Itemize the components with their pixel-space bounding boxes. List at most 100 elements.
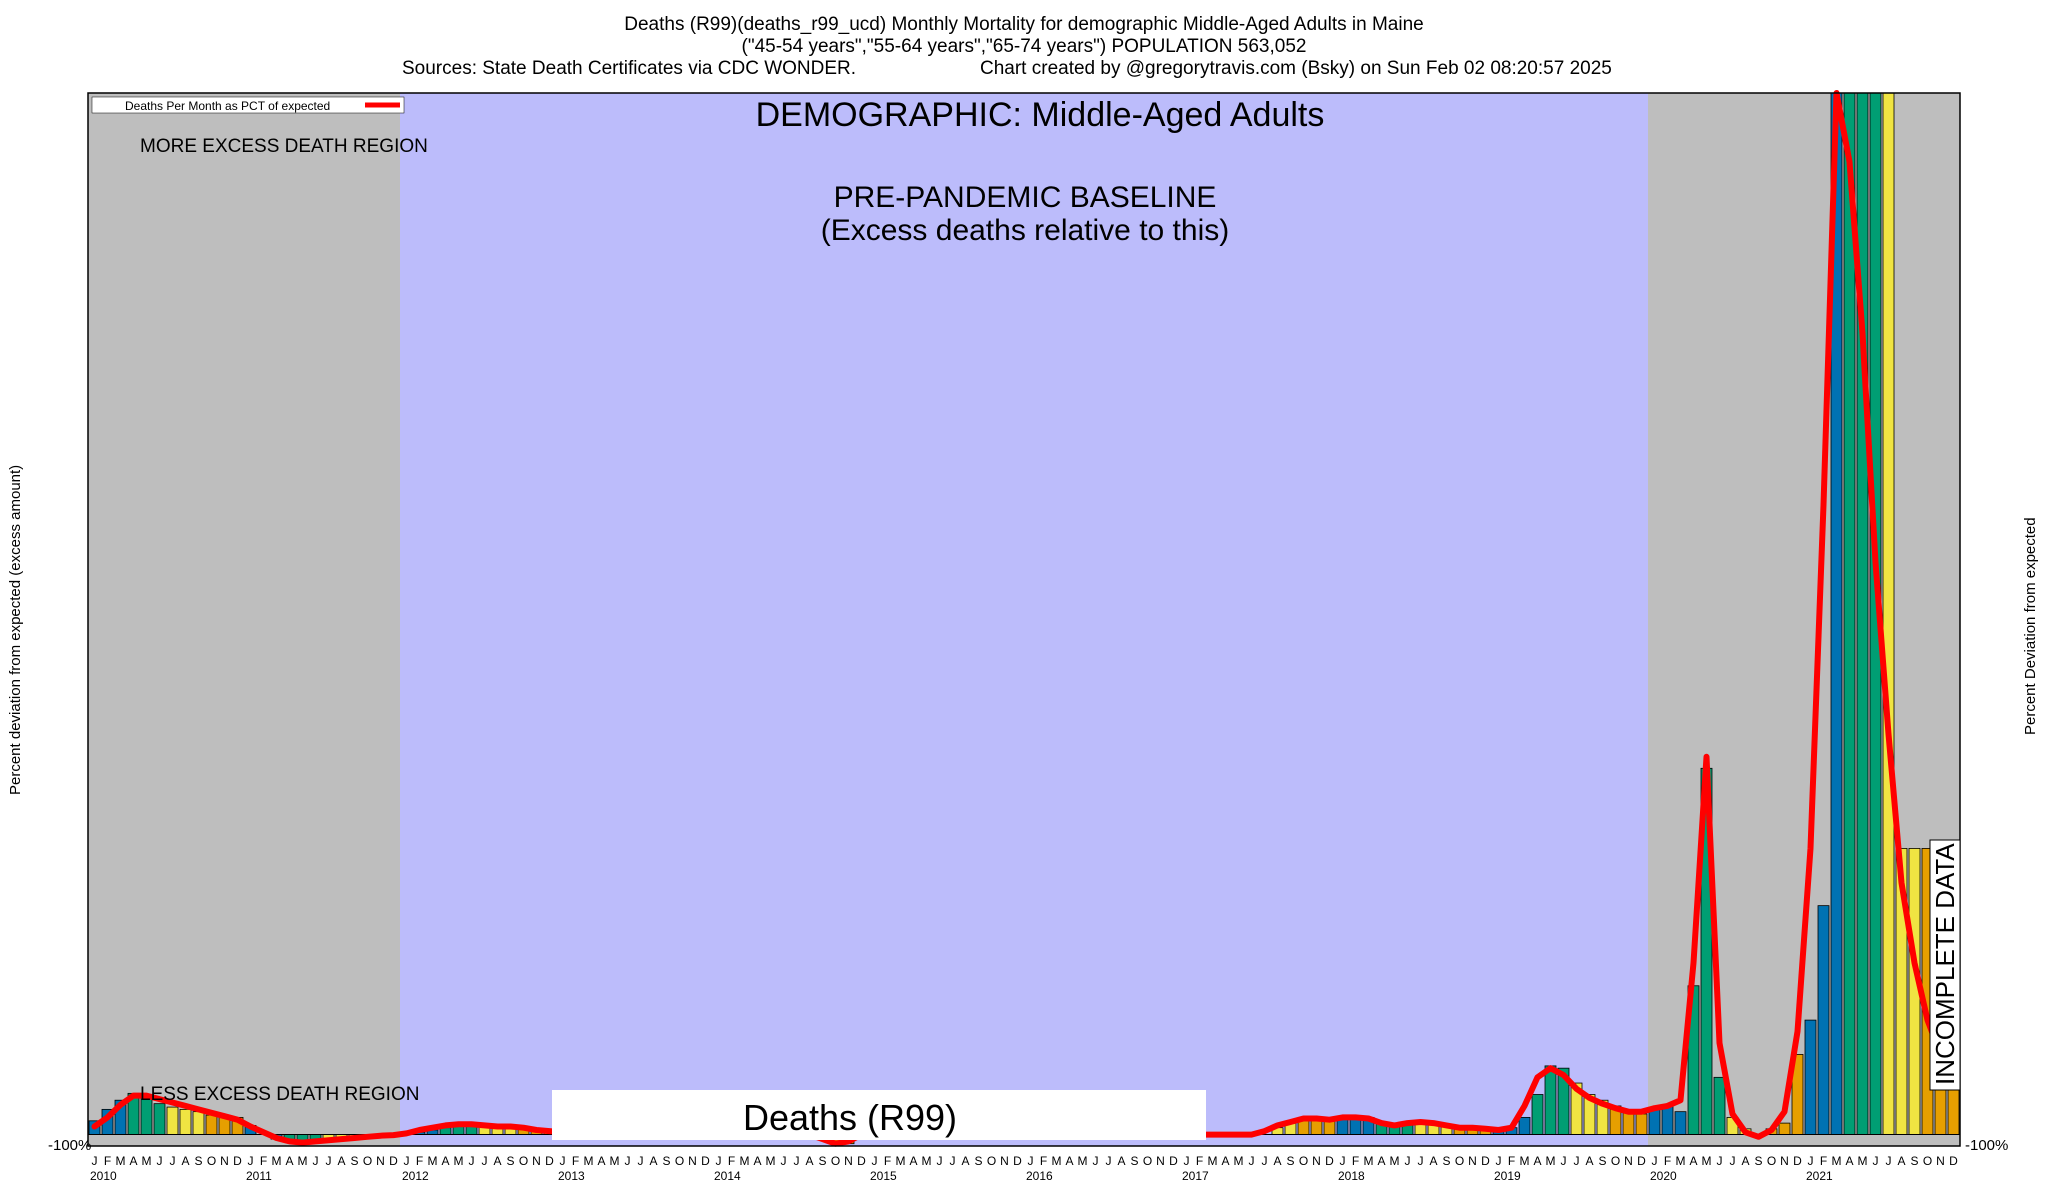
- month-tick-label: M: [740, 1154, 750, 1168]
- month-tick-label: M: [1078, 1154, 1088, 1168]
- month-tick-label: M: [1052, 1154, 1062, 1168]
- month-tick-label: M: [766, 1154, 776, 1168]
- month-tick-label: O: [1611, 1154, 1620, 1168]
- year-tick-label: 2011: [246, 1169, 272, 1183]
- month-tick-label: F: [728, 1154, 735, 1168]
- month-tick-label: J: [1561, 1154, 1567, 1168]
- month-tick-label: M: [454, 1154, 464, 1168]
- month-tick-label: N: [1000, 1154, 1009, 1168]
- bar: [1531, 1094, 1544, 1135]
- month-tick-label: A: [805, 1154, 813, 1168]
- month-tick-label: M: [1208, 1154, 1218, 1168]
- month-tick-label: S: [974, 1154, 982, 1168]
- month-tick-label: D: [1793, 1154, 1802, 1168]
- month-tick-label: J: [872, 1154, 878, 1168]
- month-tick-label: J: [1717, 1154, 1723, 1168]
- y-axis-label-left: Percent deviation from expected (excess …: [7, 465, 24, 795]
- month-tick-label: A: [1689, 1154, 1697, 1168]
- month-tick-label: A: [1533, 1154, 1541, 1168]
- year-tick-label: 2016: [1026, 1169, 1053, 1183]
- month-tick-label: J: [1418, 1154, 1424, 1168]
- month-tick-label: S: [1130, 1154, 1138, 1168]
- month-tick-label: J: [469, 1154, 475, 1168]
- chart-title-line2: ("45-54 years","55-64 years","65-74 year…: [741, 36, 1307, 57]
- month-tick-label: S: [818, 1154, 826, 1168]
- year-tick-label: 2015: [870, 1169, 897, 1183]
- month-tick-label: A: [493, 1154, 501, 1168]
- month-tick-label: J: [170, 1154, 176, 1168]
- month-tick-label: J: [1574, 1154, 1580, 1168]
- month-tick-label: F: [1196, 1154, 1203, 1168]
- month-tick-label: A: [961, 1154, 969, 1168]
- month-tick-label: J: [92, 1154, 98, 1168]
- bottom-label-box: [552, 1090, 1206, 1140]
- month-tick-label: M: [1702, 1154, 1712, 1168]
- demographic-title: DEMOGRAPHIC: Middle-Aged Adults: [756, 96, 1325, 134]
- month-tick-label: A: [1741, 1154, 1749, 1168]
- month-tick-label: N: [688, 1154, 697, 1168]
- year-tick-label: 2018: [1338, 1169, 1365, 1183]
- month-tick-label: O: [363, 1154, 372, 1168]
- month-tick-label: J: [638, 1154, 644, 1168]
- month-tick-label: M: [116, 1154, 126, 1168]
- month-tick-label: A: [129, 1154, 137, 1168]
- bar: [1518, 1116, 1531, 1135]
- month-tick-label: J: [1249, 1154, 1255, 1168]
- month-tick-label: D: [1169, 1154, 1178, 1168]
- bar: [1713, 1076, 1726, 1135]
- y-axis-label-right: Percent Deviation from expected: [2022, 517, 2039, 735]
- baseline-label: PRE-PANDEMIC BASELINE: [834, 181, 1217, 214]
- month-tick-label: A: [1429, 1154, 1437, 1168]
- incomplete-data-label: INCOMPLETE DATA: [1930, 843, 1960, 1085]
- month-tick-label: S: [1754, 1154, 1762, 1168]
- year-tick-label: 2021: [1806, 1169, 1833, 1183]
- month-tick-label: J: [1873, 1154, 1879, 1168]
- month-tick-label: O: [1923, 1154, 1932, 1168]
- year-tick-label: 2010: [90, 1169, 117, 1183]
- month-tick-label: O: [831, 1154, 840, 1168]
- month-tick-label: O: [987, 1154, 996, 1168]
- year-tick-label: 2013: [558, 1169, 585, 1183]
- month-tick-label: A: [1273, 1154, 1281, 1168]
- month-tick-label: F: [104, 1154, 111, 1168]
- month-tick-label: A: [1117, 1154, 1125, 1168]
- month-tick-label: D: [1481, 1154, 1490, 1168]
- month-tick-label: J: [1808, 1154, 1814, 1168]
- month-tick-label: F: [884, 1154, 891, 1168]
- month-tick-label: D: [701, 1154, 710, 1168]
- month-tick-label: A: [285, 1154, 293, 1168]
- month-tick-label: N: [376, 1154, 385, 1168]
- month-tick-label: J: [937, 1154, 943, 1168]
- y-tick-bottom-left: -100%: [48, 1137, 91, 1154]
- bar: [1544, 1065, 1557, 1135]
- month-tick-label: M: [1858, 1154, 1868, 1168]
- month-tick-label: J: [1106, 1154, 1112, 1168]
- year-tick-label: 2012: [402, 1169, 429, 1183]
- month-tick-label: J: [313, 1154, 319, 1168]
- month-tick-label: N: [844, 1154, 853, 1168]
- month-tick-label: M: [922, 1154, 932, 1168]
- baseline-sublabel: (Excess deaths relative to this): [821, 214, 1230, 247]
- bar: [1778, 1122, 1791, 1135]
- month-tick-label: M: [1364, 1154, 1374, 1168]
- month-tick-label: J: [781, 1154, 787, 1168]
- month-tick-label: J: [1652, 1154, 1658, 1168]
- month-tick-label: A: [1377, 1154, 1385, 1168]
- month-tick-label: J: [794, 1154, 800, 1168]
- month-tick-label: S: [662, 1154, 670, 1168]
- month-tick-label: M: [428, 1154, 438, 1168]
- bar: [1674, 1111, 1687, 1135]
- month-tick-label: M: [1546, 1154, 1556, 1168]
- legend-entry-label: Deaths Per Month as PCT of expected: [125, 99, 330, 113]
- more-excess-label: MORE EXCESS DEATH REGION: [140, 136, 428, 157]
- month-tick-label: J: [404, 1154, 410, 1168]
- month-tick-label: M: [1520, 1154, 1530, 1168]
- month-tick-label: O: [1299, 1154, 1308, 1168]
- year-tick-label: 2020: [1650, 1169, 1677, 1183]
- month-tick-label: M: [272, 1154, 282, 1168]
- month-tick-label: S: [350, 1154, 358, 1168]
- month-tick-label: A: [1845, 1154, 1853, 1168]
- month-tick-label: M: [896, 1154, 906, 1168]
- month-tick-label: A: [441, 1154, 449, 1168]
- month-tick-label: F: [260, 1154, 267, 1168]
